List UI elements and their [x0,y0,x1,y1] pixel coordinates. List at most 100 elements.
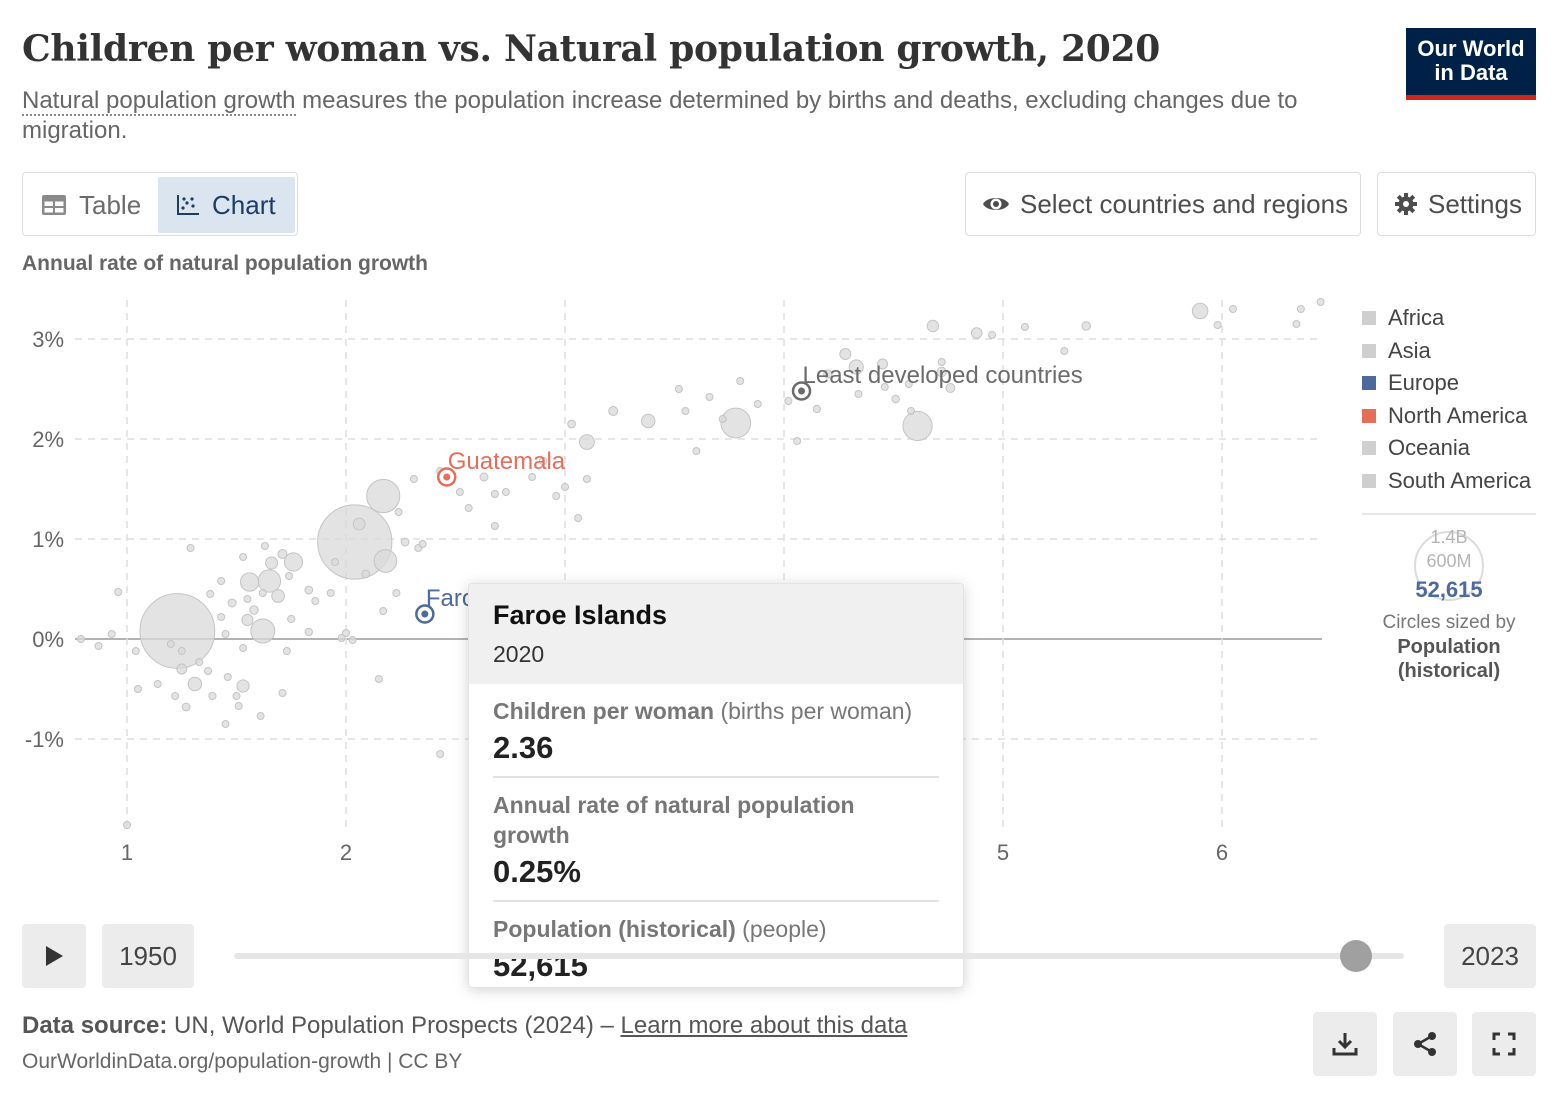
download-icon [1332,1033,1358,1056]
data-point [232,692,241,700]
legend-swatch [1362,408,1376,423]
data-point [287,614,296,624]
data-point [538,456,548,466]
data-point [812,404,821,414]
data-point [166,640,175,648]
share-icon [1414,1032,1436,1056]
subtitle-term-link[interactable]: Natural population growth [22,87,296,116]
highlight-label: Guatemala [448,448,566,475]
data-point [902,410,933,442]
legend-item-europe[interactable]: Europe [1362,367,1542,400]
data-point [107,630,116,638]
color-legend: Africa Asia Europe North America Oceania Sout… [1362,302,1542,497]
legend-label: Africa [1388,305,1445,331]
data-point [348,636,357,644]
data-point [177,647,186,655]
data-point [736,377,745,385]
legend-item-north-america[interactable]: North America [1362,400,1542,433]
x-tick-label: 5 [997,840,1009,865]
data-point [877,358,889,370]
share-button[interactable] [1393,1012,1457,1076]
data-point [249,605,259,615]
play-button[interactable] [22,924,86,988]
data-point [250,618,276,644]
tooltip-row-unit: (people) [735,916,827,942]
data-point [937,358,946,366]
data-point [260,542,269,550]
data-point [904,380,913,388]
play-icon [46,946,63,966]
data-point [490,522,499,530]
data-point [1292,320,1301,328]
data-point [176,663,188,675]
timeline-handle[interactable] [1340,940,1372,972]
data-point [501,488,510,496]
data-point [455,488,464,496]
timeline-start-year[interactable]: 1950 [102,924,194,988]
size-legend: 1.4B 600M 52,615 Circles sized by Popula… [1362,525,1536,682]
data-point [239,553,248,561]
data-point [257,569,282,593]
tab-chart[interactable]: Chart [158,177,295,233]
owid-logo[interactable]: Our World in Data [1406,28,1536,100]
size-legend-big-label: 1.4B [1430,527,1468,547]
data-point [394,508,403,516]
settings-button[interactable]: Settings [1377,172,1536,236]
size-legend-note: Circles sized by [1382,612,1516,633]
legend-swatch [1362,376,1376,391]
data-point [718,415,727,423]
tooltip-row-name: Children per woman [493,698,715,724]
data-point [574,514,583,522]
data-point [674,385,683,393]
data-point [208,691,217,701]
tooltip-row-name: Population (historical) [493,916,736,942]
data-point [705,393,714,401]
legend-item-south-america[interactable]: South America [1362,465,1542,498]
data-point [692,447,701,455]
data-point [567,419,576,429]
legend-label: Europe [1388,370,1459,396]
data-points [77,298,1325,829]
data-point [379,607,388,615]
data-point [217,577,226,585]
size-legend-highlight-value: 52,615 [1415,577,1483,602]
data-point [331,558,340,566]
data-point [464,504,473,512]
tooltip-entity: Faroe Islands [493,600,668,630]
tab-table-label: Table [79,189,142,220]
data-point [342,629,350,637]
download-button[interactable] [1313,1012,1377,1076]
data-point [304,585,314,595]
data-point [114,588,123,596]
data-point [187,676,203,692]
learn-more-link[interactable]: Learn more about this data [620,1012,908,1039]
legend-item-africa[interactable]: Africa [1362,302,1542,335]
timeline-end-year[interactable]: 2023 [1444,924,1536,988]
data-point [880,383,889,391]
select-countries-button[interactable]: Select countries and regions [965,172,1361,236]
data-point [479,472,489,482]
timeline-track[interactable] [234,953,1404,959]
data-point [784,397,793,405]
x-tick-label: 6 [1216,840,1228,865]
data-point [418,540,427,548]
data-point [891,394,900,404]
tab-table[interactable]: Table [27,177,158,233]
data-source: Data source: UN, World Population Prospe… [22,1012,907,1040]
data-point [311,597,320,605]
tooltip-row: Population (historical) (people) 52,615 [493,902,939,987]
highlight-label: Faro [426,585,475,612]
axis-ticks: 3% 2% 1% 0% -1% 1 2 5 6 [25,327,1228,865]
data-point [239,572,260,592]
logo-line-1: Our World [1417,36,1525,61]
data-point [848,359,864,375]
tab-chart-label: Chart [212,189,276,220]
data-point [945,383,956,393]
legend-item-asia[interactable]: Asia [1362,335,1542,368]
data-point [195,658,204,666]
chart-url[interactable]: OurWorldinData.org/population-growth | C… [22,1050,463,1073]
x-tick-label: 1 [121,840,133,865]
fullscreen-button[interactable] [1472,1012,1536,1076]
legend-item-oceania[interactable]: Oceania [1362,432,1542,465]
y-tick-label: -1% [25,727,64,752]
